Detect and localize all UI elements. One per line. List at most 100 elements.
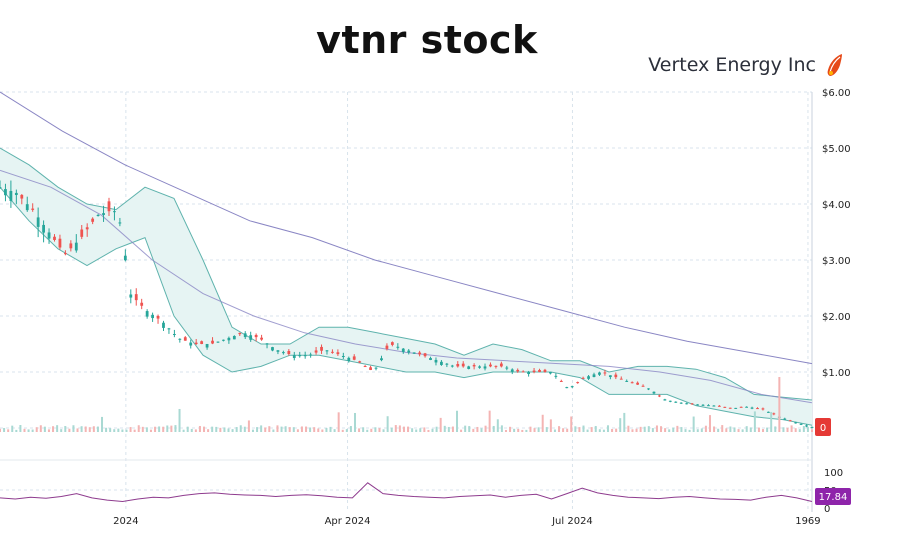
- candle-body: [341, 355, 345, 357]
- volume-bar: [149, 429, 152, 432]
- volume-bar: [766, 427, 769, 432]
- volume-bar: [651, 428, 654, 432]
- price-badge: [815, 418, 831, 436]
- volume-bar: [696, 429, 699, 432]
- volume-bar: [390, 427, 393, 432]
- volume-bar: [166, 425, 169, 432]
- volume-bar: [655, 425, 658, 432]
- candle-body: [674, 401, 678, 403]
- candle-body: [205, 344, 209, 348]
- volume-bar: [606, 425, 609, 432]
- volume-bar: [158, 426, 161, 432]
- volume-bar: [492, 425, 495, 432]
- candle-body: [107, 201, 111, 212]
- candle-body: [717, 405, 721, 407]
- candle-body: [658, 395, 661, 397]
- candle-body: [74, 242, 78, 251]
- candle-body: [750, 407, 754, 409]
- volume-bar: [488, 410, 491, 432]
- candle-body: [265, 343, 269, 345]
- volume-bar: [680, 427, 683, 432]
- volume-bar: [296, 429, 299, 432]
- candle-body: [794, 422, 798, 424]
- candle-body: [271, 347, 274, 351]
- candle-body: [728, 407, 732, 409]
- volume-bar: [733, 427, 736, 432]
- candle-body: [222, 339, 225, 341]
- candle-body: [36, 217, 40, 227]
- volume-bar: [68, 428, 71, 432]
- volume-bar: [60, 429, 63, 432]
- volume-bar: [141, 426, 144, 432]
- candle-body: [325, 350, 329, 352]
- rsi-tick-label: 100: [824, 468, 843, 479]
- candle-body: [390, 342, 394, 345]
- volume-bar: [782, 427, 785, 432]
- volume-bar: [672, 427, 675, 432]
- volume-bar: [170, 425, 173, 432]
- band-fill: [0, 148, 812, 426]
- candle-body: [592, 374, 596, 378]
- candle-body: [172, 334, 176, 336]
- candle-body: [156, 315, 160, 319]
- candle-body: [53, 236, 56, 240]
- volume-bar: [468, 426, 471, 432]
- candle-body: [543, 369, 547, 372]
- volume-bar: [602, 429, 605, 432]
- volume-bar: [623, 412, 626, 432]
- volume-bar: [407, 426, 410, 432]
- volume-bar: [370, 428, 373, 432]
- volume-bar: [431, 428, 434, 432]
- volume-bar: [251, 429, 254, 432]
- volume-bar: [341, 429, 344, 432]
- volume-bars: [0, 377, 813, 432]
- volume-bar: [174, 425, 177, 432]
- flame-feather-icon: [827, 54, 842, 76]
- volume-bar: [598, 429, 601, 432]
- volume-bar: [117, 428, 120, 432]
- candle-body: [756, 408, 759, 410]
- volume-bar: [321, 429, 324, 432]
- volume-bar: [660, 426, 663, 432]
- volume-bar: [349, 426, 352, 432]
- volume-bar: [447, 426, 450, 432]
- volume-bar: [113, 429, 116, 432]
- candle-body: [238, 332, 242, 335]
- candle-body: [505, 367, 509, 369]
- volume-bar: [419, 428, 422, 432]
- candle-body: [298, 355, 302, 357]
- volume-bar: [639, 426, 642, 432]
- volume-bar: [358, 428, 361, 432]
- volume-bar: [643, 426, 646, 432]
- price-tick-label: $2.00: [822, 312, 851, 323]
- volume-bar: [676, 425, 679, 432]
- volume-bar: [194, 429, 197, 432]
- volume-bar: [525, 429, 528, 432]
- volume-bar: [109, 428, 112, 432]
- candle-body: [369, 367, 372, 370]
- time-tick-label: 2024: [113, 516, 138, 527]
- candle-body: [478, 366, 481, 368]
- candle-body: [499, 363, 503, 367]
- candle-body: [810, 426, 814, 428]
- candle-body: [712, 405, 716, 407]
- candle-body: [200, 341, 204, 344]
- volume-bar: [737, 429, 740, 432]
- candle-body: [118, 222, 122, 224]
- volume-bar: [337, 412, 340, 432]
- candle-body: [707, 405, 710, 407]
- candle-body: [652, 391, 656, 394]
- candle-body: [374, 367, 378, 369]
- volume-bar: [566, 428, 569, 432]
- volume-bar: [64, 426, 67, 432]
- volume-bar: [562, 428, 565, 432]
- volume-bar: [545, 427, 548, 432]
- candle-body: [129, 294, 133, 298]
- candle-body: [151, 314, 154, 319]
- candle-body: [734, 407, 738, 409]
- candle-body: [532, 370, 536, 372]
- candle-body: [619, 378, 623, 380]
- volume-bar: [137, 425, 140, 432]
- volume-bar: [39, 425, 42, 432]
